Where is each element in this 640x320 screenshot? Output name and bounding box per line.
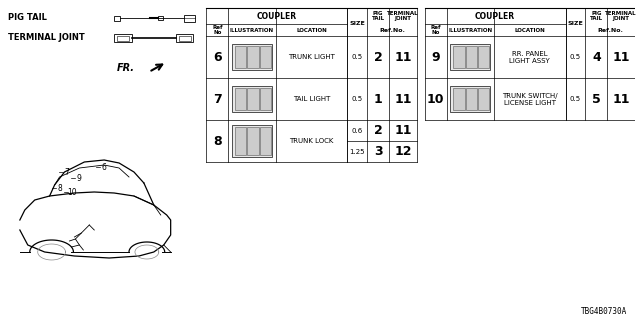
Bar	[184, 14, 195, 21]
Bar	[248, 46, 259, 68]
Text: SIZE: SIZE	[568, 20, 584, 26]
Bar	[235, 46, 246, 68]
Bar	[466, 46, 477, 68]
Text: COUPLER: COUPLER	[257, 12, 297, 20]
Bar	[451, 44, 490, 70]
Text: 0.5: 0.5	[351, 54, 363, 60]
Text: 10: 10	[427, 92, 444, 106]
Text: 6: 6	[102, 163, 107, 172]
Text: LOCATION: LOCATION	[296, 28, 327, 33]
Text: 2: 2	[374, 51, 383, 63]
Text: RR. PANEL
LIGHT ASSY: RR. PANEL LIGHT ASSY	[509, 51, 550, 63]
Text: TERMINAL
JOINT: TERMINAL JOINT	[605, 11, 637, 21]
Text: 2: 2	[374, 124, 383, 137]
Bar	[248, 127, 259, 155]
Text: COUPLER: COUPLER	[475, 12, 515, 20]
Text: TRUNK LIGHT: TRUNK LIGHT	[288, 54, 335, 60]
Text: 7: 7	[213, 92, 221, 106]
Bar	[478, 46, 489, 68]
Text: Ref
No: Ref No	[212, 25, 223, 36]
Text: 0.6: 0.6	[351, 127, 363, 133]
Text: TRUNK SWITCH/
LICENSE LIGHT: TRUNK SWITCH/ LICENSE LIGHT	[502, 92, 557, 106]
Bar	[158, 16, 163, 20]
Text: 10: 10	[68, 188, 77, 196]
Bar	[232, 125, 272, 157]
Text: TERMINAL JOINT: TERMINAL JOINT	[8, 33, 84, 42]
Bar	[114, 34, 132, 42]
Bar	[175, 34, 193, 42]
Bar	[260, 127, 271, 155]
Text: 5: 5	[592, 92, 601, 106]
Bar	[478, 88, 489, 110]
Text: TBG4B0730A: TBG4B0730A	[581, 308, 627, 316]
Text: 9: 9	[431, 51, 440, 63]
Bar	[454, 46, 465, 68]
Bar	[114, 15, 120, 20]
Bar	[451, 86, 490, 112]
Text: ILLUSTRATION: ILLUSTRATION	[448, 28, 492, 33]
Text: LOCATION: LOCATION	[515, 28, 545, 33]
Bar	[248, 88, 259, 110]
Bar	[232, 44, 272, 70]
Text: 8: 8	[57, 183, 62, 193]
Text: 8: 8	[213, 134, 221, 148]
Text: PIG
TAIL: PIG TAIL	[371, 11, 385, 21]
Text: TERMINAL
JOINT: TERMINAL JOINT	[387, 11, 419, 21]
Text: 9: 9	[77, 173, 82, 182]
Text: Ref.No.: Ref.No.	[379, 28, 405, 33]
Text: 11: 11	[612, 51, 630, 63]
Bar	[235, 127, 246, 155]
Text: PIG
TAIL: PIG TAIL	[590, 11, 603, 21]
Bar	[235, 88, 246, 110]
Text: FR.: FR.	[117, 63, 135, 73]
Text: 7: 7	[64, 167, 69, 177]
Text: 11: 11	[612, 92, 630, 106]
Bar	[179, 36, 191, 41]
Text: TRUNK LOCK: TRUNK LOCK	[289, 138, 333, 144]
Bar	[232, 86, 272, 112]
Text: 6: 6	[213, 51, 221, 63]
Text: TAIL LIGHT: TAIL LIGHT	[293, 96, 330, 102]
Bar	[117, 36, 129, 41]
Text: 1.25: 1.25	[349, 148, 365, 155]
Text: 3: 3	[374, 145, 382, 158]
Text: 0.5: 0.5	[570, 54, 581, 60]
Text: 12: 12	[394, 145, 412, 158]
Text: 0.5: 0.5	[351, 96, 363, 102]
Text: 1: 1	[374, 92, 383, 106]
Text: ILLUSTRATION: ILLUSTRATION	[230, 28, 274, 33]
Bar	[466, 88, 477, 110]
Text: 11: 11	[394, 92, 412, 106]
Text: 0.5: 0.5	[570, 96, 581, 102]
Text: PIG TAIL: PIG TAIL	[8, 12, 47, 21]
Text: 4: 4	[592, 51, 601, 63]
Text: SIZE: SIZE	[349, 20, 365, 26]
Text: Ref
No: Ref No	[430, 25, 441, 36]
Bar	[260, 88, 271, 110]
Text: 11: 11	[394, 51, 412, 63]
Text: Ref.No.: Ref.No.	[597, 28, 623, 33]
Bar	[454, 88, 465, 110]
Text: 11: 11	[394, 124, 412, 137]
Bar	[260, 46, 271, 68]
